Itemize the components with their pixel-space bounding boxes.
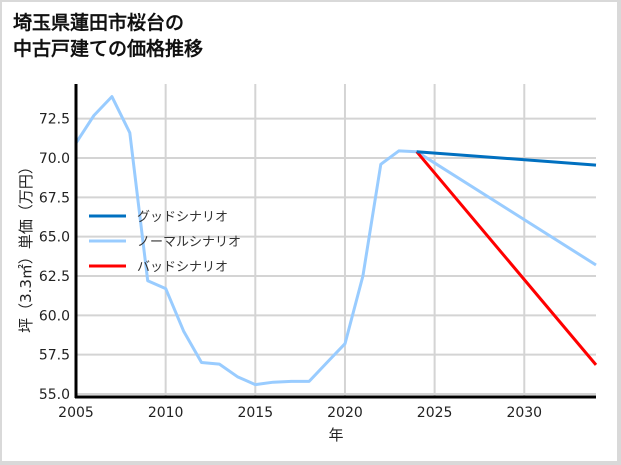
x-tick-label: 2010 [148, 405, 184, 421]
x-axis-label: 年 [328, 426, 343, 444]
y-tick-label: 72.5 [39, 112, 70, 128]
y-tick-label: 65.0 [39, 230, 70, 246]
y-tick-label: 62.5 [39, 269, 70, 285]
chart-title: 埼玉県蓮田市桜台の 中古戸建ての価格推移 [13, 10, 203, 62]
chart-title-line-2: 中古戸建ての価格推移 [13, 38, 204, 60]
legend-label-2: バッドシナリオ [137, 260, 228, 275]
y-tick-label: 60.0 [39, 308, 70, 324]
chart-title-line-1: 埼玉県蓮田市桜台の [13, 12, 185, 34]
series-line-2 [415, 150, 598, 366]
x-tick-label: 2005 [58, 405, 94, 421]
x-tick-label: 2030 [506, 405, 542, 421]
series-line-1 [74, 95, 597, 387]
x-tick-label: 2020 [327, 405, 363, 421]
y-tick-label: 67.5 [39, 190, 70, 206]
tick-labels: 2005 2010 2015 2020 2025 2030 55.0 57.5 60.0 62.5… [39, 112, 542, 421]
legend-label-0: グッドシナリオ [137, 210, 228, 225]
chart-frame: 埼玉県蓮田市桜台の 中古戸建ての価格推移 [2, 2, 617, 461]
series-line-0 [416, 150, 597, 167]
y-tick-label: 55.0 [39, 387, 70, 403]
axes [74, 84, 596, 399]
y-axis-label: 坪（3.3㎡）単価（万円） [17, 159, 35, 333]
legend-label-1: ノーマルシナリオ [137, 235, 241, 250]
y-tick-label: 57.5 [39, 348, 70, 364]
series-lines [74, 95, 598, 387]
x-tick-label: 2025 [417, 405, 453, 421]
y-tick-label: 70.0 [39, 151, 70, 167]
x-tick-label: 2015 [237, 405, 273, 421]
